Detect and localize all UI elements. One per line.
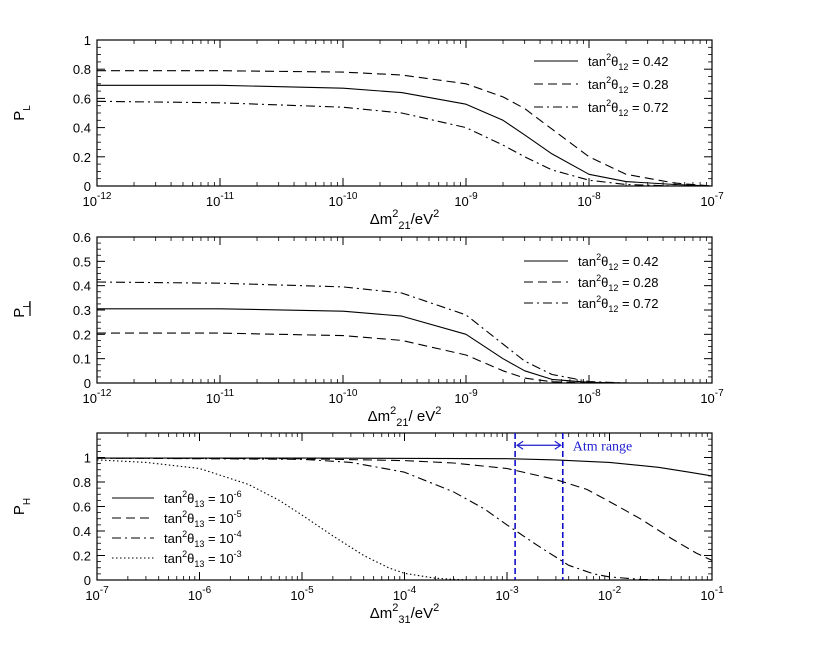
x-tick-label: 10-4: [393, 585, 417, 603]
series-line-dashed: [97, 332, 712, 383]
y-axis-label: PH: [11, 498, 33, 515]
x-tick-label: 10-8: [577, 388, 601, 406]
panel-pl: 10-12 10-11 10-10 10-9 10-8 10-7 0 0.2 0.4 0.6 0.8…: [11, 33, 724, 232]
y-tick-label: 0.6: [73, 91, 91, 106]
legend-entry: tan2θ12 = 0.42: [588, 52, 668, 72]
y-tick-label: 0.6: [73, 500, 91, 515]
y-axis-label: PL: [11, 105, 33, 121]
legend-entry: tan2θ12 = 0.28: [578, 273, 658, 293]
plot-area: [97, 433, 712, 580]
y-tick-label: 0.6: [73, 230, 91, 245]
series-line-dashed: [97, 457, 712, 561]
legend-entry: tan2θ12 = 0.72: [578, 294, 658, 314]
y-tick-label: 0.8: [73, 62, 91, 77]
x-tick-label: 10-8: [577, 191, 601, 209]
y-tick-label: 0.2: [73, 549, 91, 564]
panel-pl-bar: 10-12 10-11 10-10 10-9 10-8 10-7 0 0.1 0.2 0.3 0.4…: [11, 230, 724, 429]
legend-entry: tan2θ13 = 10-6: [164, 489, 242, 509]
series-line-dashdot: [97, 100, 712, 186]
arrow-head-right: [554, 440, 562, 450]
x-tick-label: 10-7: [85, 585, 109, 603]
legend-entry: tan2θ13 = 10-3: [164, 549, 242, 569]
y-tick-label: 0.3: [73, 303, 91, 318]
legend: tan2θ12 = 0.42 tan2θ12 = 0.28 tan2θ12 = 0.…: [534, 52, 668, 118]
y-tick-label: 1: [84, 33, 91, 48]
y-tick-label: 0.1: [73, 352, 91, 367]
y-tick-label: 1: [84, 451, 91, 466]
legend-entry: tan2θ12 = 0.28: [588, 75, 668, 95]
x-tick-label: 10-2: [598, 585, 622, 603]
x-tick-label: 10-12: [83, 191, 112, 209]
y-tick-label: 0.4: [73, 524, 91, 539]
y-axis-label-text: PL: [11, 105, 33, 121]
x-tick-label: 10-12: [83, 388, 112, 406]
series-line-dotted: [97, 459, 712, 580]
arrow-head-left: [516, 440, 524, 450]
series-line-solid: [97, 457, 712, 477]
x-tick-label: 10-11: [206, 388, 235, 406]
y-axis-label-text: PL: [11, 302, 33, 318]
atm-range-annotation: Atm range: [516, 439, 632, 454]
x-tick-label: 10-9: [454, 388, 478, 406]
x-tick-label: 10-3: [495, 585, 519, 603]
plot-area: [97, 70, 712, 186]
panel-ph: 10-7 10-6 10-5 10-4 10-3 10-2 10-1 0 0.2 0.4 0.6 0.…: [11, 432, 724, 626]
legend-entry: tan2θ12 = 0.42: [578, 252, 658, 272]
y-tick-label: 0.4: [73, 279, 91, 294]
legend-entry: tan2θ12 = 0.72: [588, 98, 668, 118]
y-tick-label: 0: [84, 573, 91, 588]
x-axis-label: Δm231/eV2: [370, 602, 440, 626]
x-tick-label: 10-10: [329, 388, 358, 406]
y-tick-label: 0: [84, 376, 91, 391]
series-line-dashdot: [97, 457, 712, 580]
series-line-dashed: [97, 70, 712, 186]
y-axis-label: PL: [11, 301, 33, 318]
y-tick-label: 0.5: [73, 254, 91, 269]
atm-range-label: Atm range: [573, 439, 632, 454]
y-tick-label: 0.2: [73, 327, 91, 342]
y-tick-label: 0: [84, 179, 91, 194]
legend-entry: tan2θ13 = 10-4: [164, 529, 242, 549]
x-tick-label: 10-1: [700, 585, 724, 603]
x-tick-label: 10-7: [700, 191, 724, 209]
x-axis-label: Δm221/ eV2: [368, 405, 442, 429]
y-tick-label: 0.2: [73, 150, 91, 165]
series-line-solid: [97, 308, 712, 383]
legend-entry: tan2θ13 = 10-5: [164, 509, 242, 529]
y-axis-label-text: PH: [11, 498, 33, 515]
y-tick-label: 0.8: [73, 475, 91, 490]
plot-area: [97, 281, 712, 383]
x-tick-label: 10-10: [329, 191, 358, 209]
x-tick-label: 10-11: [206, 191, 235, 209]
x-tick-label: 10-9: [454, 191, 478, 209]
series-line-solid: [97, 84, 712, 186]
x-tick-label: 10-6: [188, 585, 212, 603]
y-tick-label: 0.4: [73, 121, 91, 136]
x-tick-label: 10-7: [700, 388, 724, 406]
x-tick-label: 10-5: [290, 585, 314, 603]
x-axis-label: Δm221/eV2: [370, 208, 440, 232]
